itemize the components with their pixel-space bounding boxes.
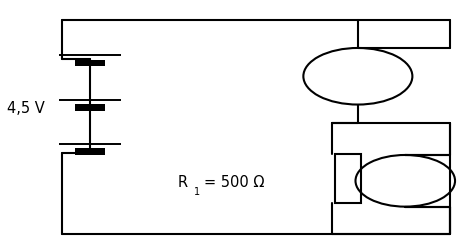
Text: 4,5 V: 4,5 V xyxy=(7,101,45,116)
Bar xyxy=(75,148,105,155)
Bar xyxy=(75,60,105,66)
Text: 1: 1 xyxy=(194,187,200,197)
Bar xyxy=(75,104,105,111)
Bar xyxy=(336,154,362,203)
Text: R: R xyxy=(178,175,188,189)
Text: = 500 Ω: = 500 Ω xyxy=(204,175,264,189)
